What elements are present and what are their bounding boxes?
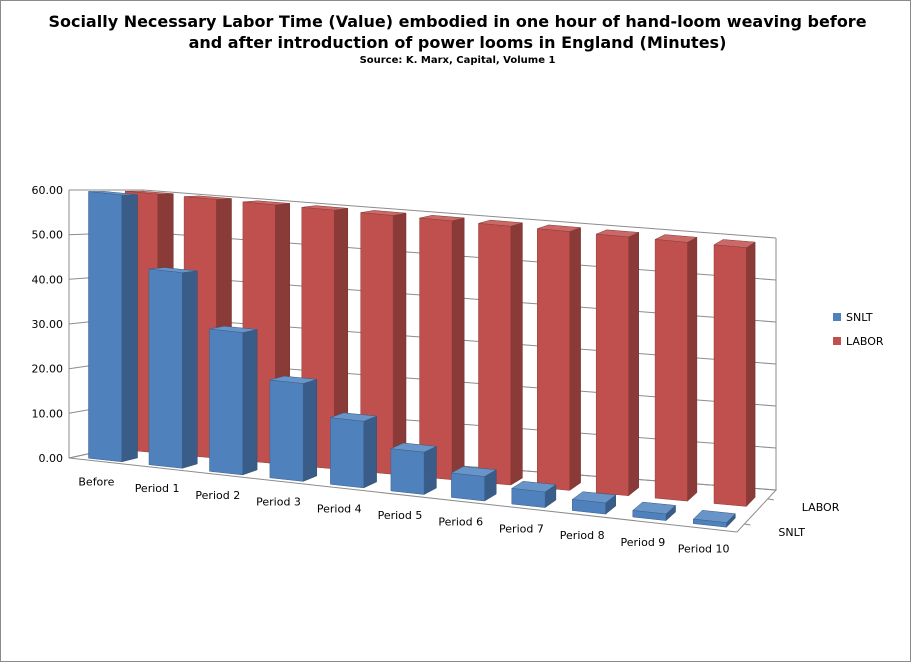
bar-snlt-front [572,499,606,515]
legend-swatch [833,337,841,345]
bar-labor-side [510,222,523,486]
bar-labor-side [628,232,639,497]
x-axis-labels: Before Period 1 Period 2 Period 3 Period 4 Pe… [78,475,729,555]
bar-snlt [269,375,318,482]
x-tick-label: Period 5 [378,509,423,522]
bar-snlt-front [148,268,183,469]
bar-snlt-front [632,510,667,521]
bar-labor-side [569,227,581,491]
bar-labor [713,239,756,508]
bar-snlt [632,501,677,522]
bar-labor-front [713,244,747,507]
bar-labor [595,229,640,497]
bar-labor [537,224,581,491]
depth-axis-labels: LABOR SNLT [744,498,840,539]
bar-snlt-side [182,270,198,469]
x-tick-label: Period 6 [438,516,483,529]
x-tick-label: Period 7 [499,522,544,535]
bar-snlt [209,325,258,476]
legend-label: SNLT [846,311,873,324]
chart-title-line-2: and after introduction of power looms in… [188,33,727,52]
y-tick-label: 50.00 [32,229,64,242]
bar-snlt [692,510,736,528]
bar-snlt-front [330,417,364,489]
bar-snlt-side [363,415,377,489]
bar-labor-front [595,233,629,496]
bar-labor-front [478,223,512,486]
bar-labor [654,234,698,502]
legend-swatch [833,313,841,321]
bar-snlt-front [390,448,425,495]
bar-labor-side [746,241,756,508]
bar-snlt-side [242,329,258,476]
bar-snlt [450,466,497,502]
bar-labor [301,205,349,470]
bar-snlt-front [693,518,727,528]
bar-labor-front [537,228,570,491]
bar-labor [478,219,523,486]
x-tick-label: Period 2 [195,489,240,502]
bar-labor-side [451,217,465,481]
bar-snlt-front [511,488,546,508]
bar-snlt [88,191,138,463]
chart-subtitle: Source: K. Marx, Capital, Volume 1 [359,55,556,66]
bar-snlt-side [423,445,437,495]
x-tick-label: Period 10 [678,543,730,556]
y-axis-ticks: 0.00 10.00 20.00 30.00 40.00 50.00 60.00 [32,184,64,465]
x-tick-label: Before [78,475,114,488]
x-tick-label: Period 1 [135,482,180,495]
legend-label: LABOR [846,335,884,348]
legend: SNLT LABOR [833,311,884,348]
x-tick-label: Period 9 [621,536,666,549]
x-tick-label: Period 8 [560,529,605,542]
bar-snlt-front [451,472,485,502]
y-tick-label: 30.00 [32,318,64,331]
bar-snlt [148,267,198,469]
bar-snlt-front [88,191,123,463]
chart-title-line-1: Socially Necessary Labor Time (Value) em… [48,12,867,31]
bar-snlt-side [121,194,138,463]
bar-labor-front [419,217,453,480]
bar-labor-front [360,212,394,475]
bar-labor [419,215,465,481]
bar-snlt [511,481,557,509]
bar-labor-side [687,236,698,502]
x-tick-label: Period 3 [256,496,301,509]
depth-tick [744,523,751,526]
bar-labor-side [392,212,407,475]
y-tick-label: 40.00 [32,273,64,286]
y-tick-label: 10.00 [32,407,64,420]
y-tick-label: 0.00 [39,452,64,465]
x-tick-label: Period 4 [317,502,362,515]
bar-snlt [330,412,377,489]
bar-labor [360,210,407,475]
bar-snlt [571,491,617,515]
bar-snlt-side [302,379,318,482]
y-tick-label: 20.00 [32,363,64,376]
depth-tick-label: LABOR [802,501,840,514]
bars [88,190,756,528]
depth-tick [767,498,774,501]
bar-snlt [389,442,438,495]
bar-snlt-front [209,328,243,476]
chart-title-block: Socially Necessary Labor Time (Value) em… [1,11,913,68]
y-tick-label: 60.00 [32,184,64,197]
bar-labor-front [654,239,688,502]
depth-tick-label: SNLT [778,526,805,539]
bar-snlt-front [269,379,304,482]
